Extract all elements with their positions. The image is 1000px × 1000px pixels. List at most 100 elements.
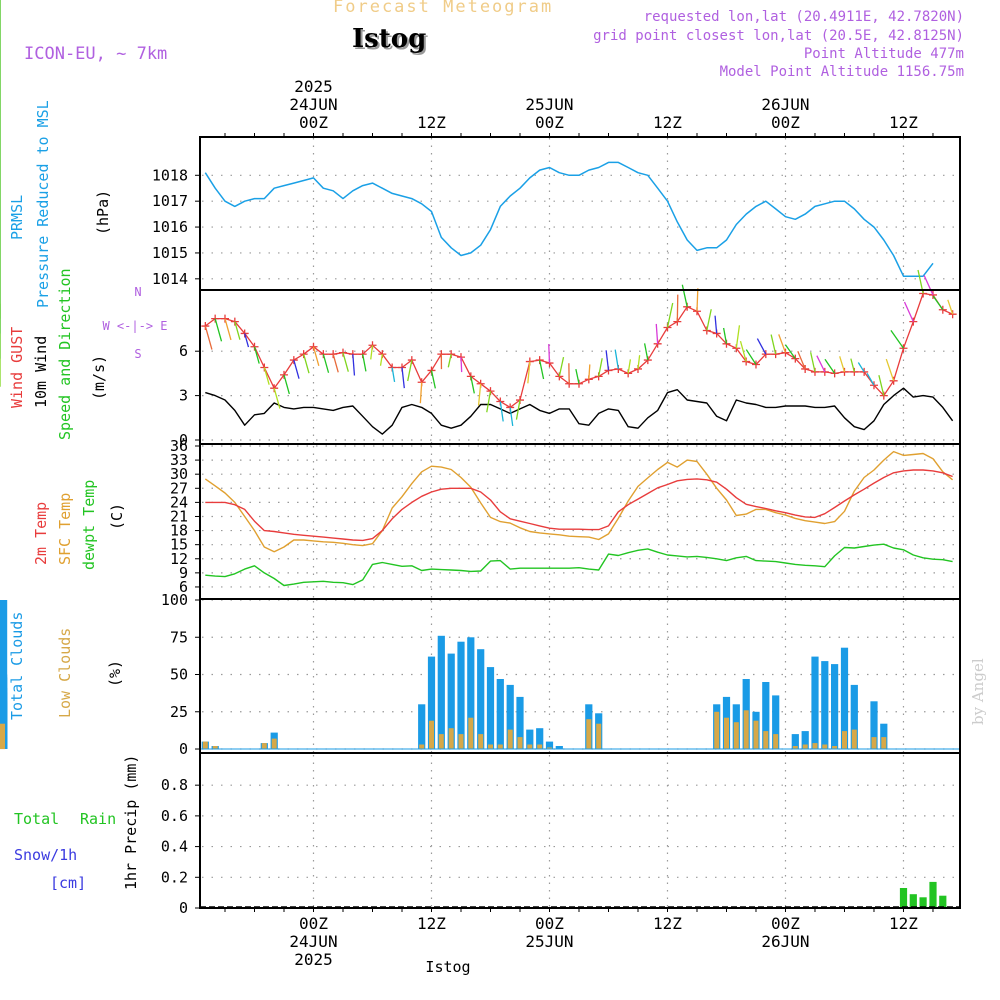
y-tick-label: 25 bbox=[170, 703, 188, 721]
low-clouds-bar bbox=[507, 729, 513, 749]
top-time-label: 12Z bbox=[653, 113, 682, 132]
wind-arrow bbox=[706, 309, 712, 331]
bottom-time-label: 12Z bbox=[653, 914, 682, 933]
bottom-time-label: 24JUN bbox=[289, 932, 337, 951]
low-clouds-bar bbox=[202, 741, 208, 750]
total-clouds-bar bbox=[821, 661, 829, 749]
low-clouds-bar bbox=[881, 737, 887, 749]
low-clouds-bar bbox=[871, 737, 877, 749]
wind-arrow bbox=[214, 318, 223, 342]
y-tick-label: 75 bbox=[170, 628, 188, 646]
y-tick-label: 6 bbox=[179, 342, 188, 360]
wind-arrow bbox=[745, 349, 757, 365]
dewpt-label: dewpt Temp bbox=[80, 480, 98, 570]
top-time-label: 12Z bbox=[889, 113, 918, 132]
precip-unit-label: 1hr Precip (mm) bbox=[122, 755, 140, 890]
low-clouds-bar bbox=[0, 731, 5, 749]
requested-coords: requested lon,lat (20.4911E, 42.7820N) bbox=[643, 9, 964, 25]
wind-arrow bbox=[850, 358, 855, 373]
y-tick-label: 33 bbox=[170, 451, 188, 469]
y-tick-label: 0 bbox=[179, 431, 188, 449]
total-clouds-bar bbox=[555, 746, 563, 749]
chart-title: Forecast Meteogram bbox=[333, 0, 554, 17]
snow-label: Snow/1h bbox=[14, 846, 77, 864]
top-time-label: 26JUN bbox=[761, 95, 809, 114]
wind-arrow bbox=[756, 338, 767, 355]
y-tick-label: 18 bbox=[170, 522, 188, 540]
grid-layer bbox=[202, 138, 958, 909]
wind-arrow bbox=[204, 325, 213, 350]
top-time-label: 00Z bbox=[535, 113, 564, 132]
total-clouds-bar bbox=[526, 729, 534, 749]
low-clouds-bar bbox=[212, 746, 218, 749]
wind-arrow bbox=[401, 367, 405, 389]
wind-arrow bbox=[890, 330, 905, 349]
total-clouds-bar bbox=[772, 695, 780, 749]
pressure-label-1: PRMSL bbox=[8, 195, 26, 240]
y-tick-label: 36 bbox=[170, 437, 188, 455]
wind-arrow bbox=[362, 354, 367, 372]
total-rain-label-1: Total bbox=[14, 810, 59, 828]
wind-arrow bbox=[342, 352, 349, 372]
footer-location: Istog bbox=[425, 958, 470, 976]
wind-arrow bbox=[932, 295, 944, 311]
wind-arrow bbox=[477, 383, 482, 406]
top-time-label: 25JUN bbox=[525, 95, 573, 114]
wind-arrow bbox=[558, 356, 565, 377]
total-clouds-bar bbox=[447, 653, 455, 749]
total-clouds-bar bbox=[506, 684, 514, 749]
wind-arrow bbox=[797, 351, 806, 370]
wind-arrow bbox=[419, 382, 423, 404]
total-clouds-bar bbox=[870, 701, 878, 749]
wind-label: 10m Wind bbox=[32, 336, 50, 408]
snow-unit-label: [cm] bbox=[50, 874, 86, 892]
total-clouds-bar bbox=[811, 656, 819, 749]
plot-frame bbox=[199, 136, 961, 909]
wind-arrow bbox=[253, 346, 260, 364]
wind-arrow bbox=[224, 318, 232, 341]
compass-we: W <-|-> E bbox=[102, 319, 167, 333]
wind-arrow bbox=[666, 302, 674, 328]
wind-arrow bbox=[539, 359, 545, 380]
temp-2m-label: 2m Temp bbox=[32, 502, 50, 565]
y-tick-label: 0 bbox=[179, 899, 188, 917]
wind-arrow bbox=[816, 355, 826, 373]
wind-arrow bbox=[293, 359, 300, 379]
wind-arrow bbox=[655, 323, 659, 344]
bottom-time-label: 26JUN bbox=[761, 932, 809, 951]
total-clouds-label: Total Clouds bbox=[8, 612, 26, 720]
low-clouds-bar bbox=[527, 744, 533, 749]
compass-south: S bbox=[134, 347, 141, 361]
sfc-temp-label: SFC Temp bbox=[56, 493, 74, 565]
model-altitude: Model Point Altitude 1156.75m bbox=[719, 64, 964, 80]
wind-arrow bbox=[244, 333, 250, 348]
text-layer: 1014101510161017101803669121518212427303… bbox=[8, 77, 987, 976]
total-clouds-bar bbox=[418, 704, 426, 749]
wind-arrow bbox=[696, 288, 699, 312]
low-clouds-bar bbox=[448, 728, 454, 750]
top-time-label: 00Z bbox=[771, 113, 800, 132]
bottom-time-label: 12Z bbox=[417, 914, 446, 933]
wind-arrow bbox=[515, 399, 521, 420]
wind-arrow bbox=[379, 354, 383, 366]
sfc-temp-line bbox=[204, 450, 954, 553]
low-clouds-bar bbox=[458, 734, 464, 749]
total-clouds-bar bbox=[496, 679, 504, 749]
wind-arrow bbox=[234, 321, 241, 340]
pressure-line bbox=[204, 161, 934, 277]
total-clouds-bar bbox=[477, 649, 485, 749]
low-clouds-bar bbox=[586, 719, 592, 749]
low-clouds-bar bbox=[478, 734, 484, 749]
temp-unit-label: (C) bbox=[108, 503, 126, 530]
total-clouds-bar bbox=[791, 734, 799, 749]
y-tick-label: 100 bbox=[161, 591, 188, 609]
total-clouds-bar bbox=[437, 635, 445, 750]
frames-layer bbox=[195, 133, 961, 912]
y-tick-label: 12 bbox=[170, 550, 188, 568]
wind-arrow bbox=[486, 391, 492, 413]
low-clouds-bar bbox=[596, 723, 602, 749]
y-tick-label: 6 bbox=[179, 578, 188, 596]
total-clouds-bar bbox=[486, 667, 495, 750]
watermark: by Angel bbox=[969, 658, 987, 725]
